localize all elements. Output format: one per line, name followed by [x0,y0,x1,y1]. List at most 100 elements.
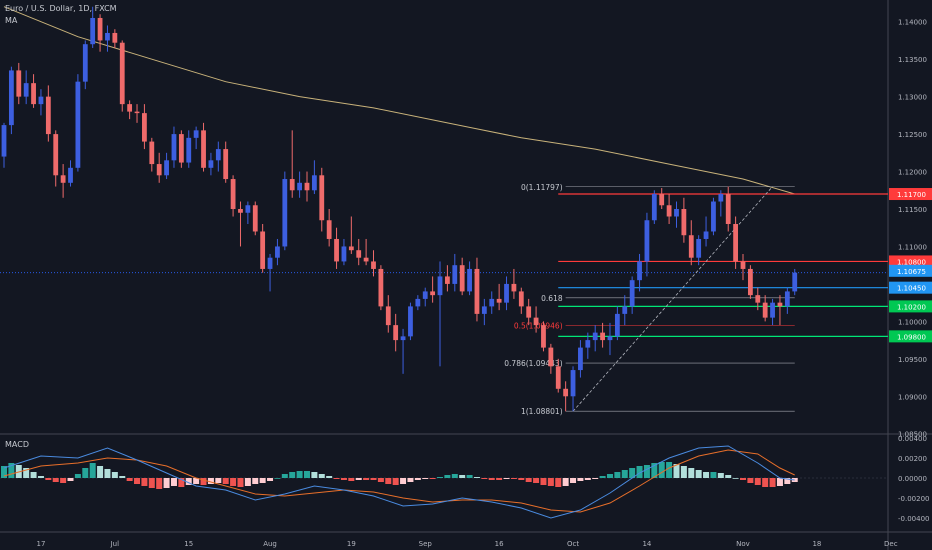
macd-histogram-bar [776,478,783,486]
macd-histogram-bar [289,472,296,478]
fib-level-label: 0(1.11797) [521,183,563,192]
candle-body [437,276,443,296]
macd-histogram-bar [156,478,163,489]
macd-histogram-bar [355,478,362,480]
macd-histogram-bar [658,462,665,478]
candle-body [90,17,96,45]
macd-histogram-bar [791,478,798,482]
macd-histogram-bar [363,478,370,480]
price-label-text: 1.09800 [897,333,926,341]
macd-histogram-bar [163,478,170,488]
macd-histogram-bar [400,478,407,484]
macd-signal-line [3,449,795,513]
macd-histogram-bar [274,478,281,479]
macd-histogram-bar [141,478,148,486]
macd-histogram-bar [111,472,118,478]
macd-histogram-bar [60,478,67,483]
macd-histogram-bar [606,474,613,478]
macd-histogram-bar [673,464,680,478]
candle-body [644,220,650,262]
price-label-box [889,281,932,294]
macd-histogram-bar [732,478,739,479]
price-tick-label: 1.12000 [898,169,927,177]
macd-histogram-bar [680,466,687,478]
time-axis-label: 17 [36,540,45,548]
candle-body [127,104,133,112]
price-label-text: 1.10800 [897,258,926,266]
macd-histogram-bar [769,478,776,487]
candle-body [289,179,295,191]
macd-histogram-bar [1,466,7,478]
macd-histogram-bar [784,478,791,484]
candle-body [430,291,436,296]
time-axis-label: 14 [642,540,651,548]
price-label-box [889,264,932,277]
macd-histogram-bar [333,478,340,479]
candle-body [134,111,140,114]
macd-histogram-bar [104,469,111,478]
candle-body [563,388,569,397]
macd-histogram-bar [392,478,399,485]
candle-body [260,231,266,269]
candle-body [688,235,694,258]
macd-histogram-bar [178,478,185,487]
candle-body [215,149,221,161]
candle-body [518,291,524,307]
macd-histogram-bar [444,475,451,478]
candle-body [45,96,51,135]
candle-body [548,347,554,367]
candle-body [38,96,44,105]
macd-histogram-bar [311,472,318,478]
candle-body [282,179,288,247]
macd-histogram-bar [577,478,584,481]
macd-histogram-bar [97,466,104,478]
macd-histogram-bar [525,478,532,482]
macd-histogram-bar [614,472,621,478]
macd-histogram-bar [252,478,259,484]
candle-body [770,302,775,318]
macd-histogram-bar [244,478,251,486]
macd-histogram-bar [200,478,207,485]
candle-body [334,238,339,262]
candle-body [459,265,465,292]
candle-body [60,175,66,183]
candle-body [230,179,236,210]
candle-body [792,272,798,292]
candle-body [75,81,81,168]
macd-histogram-bar [267,478,274,481]
candle-body [385,306,391,326]
macd-histogram-bar [422,478,429,479]
candle-body [740,261,746,269]
candle-body [164,160,169,176]
macd-histogram-bar [629,468,636,478]
candle-body [223,149,229,180]
macd-histogram-bar [237,478,244,487]
candle-body [201,130,206,168]
price-label-text: 1.10450 [897,285,926,293]
macd-histogram-bar [281,474,288,478]
candle-body [755,295,761,303]
candle-body [592,332,598,341]
candle-body [408,306,413,337]
candle-body [238,209,243,213]
macd-histogram-bar [377,478,384,482]
macd-histogram-bar [599,476,606,478]
candle-body [252,205,258,232]
macd-histogram-bar [52,478,59,482]
macd-tick-label: 0.00000 [898,475,927,483]
macd-histogram-bar [8,463,15,478]
macd-histogram-bar [533,478,540,483]
candle-body [607,336,613,341]
macd-histogram-bar [503,478,510,479]
candle-body [637,261,642,281]
candle-body [629,280,635,307]
candle-body [326,220,332,239]
candle-body [16,70,22,97]
candle-body [105,32,110,41]
fib-level-label: 1(1.08801) [521,407,563,416]
macd-histogram-bar [170,478,177,486]
price-label-box [889,188,932,201]
candle-body [311,175,317,191]
price-tick-label: 1.08500 [898,431,927,439]
